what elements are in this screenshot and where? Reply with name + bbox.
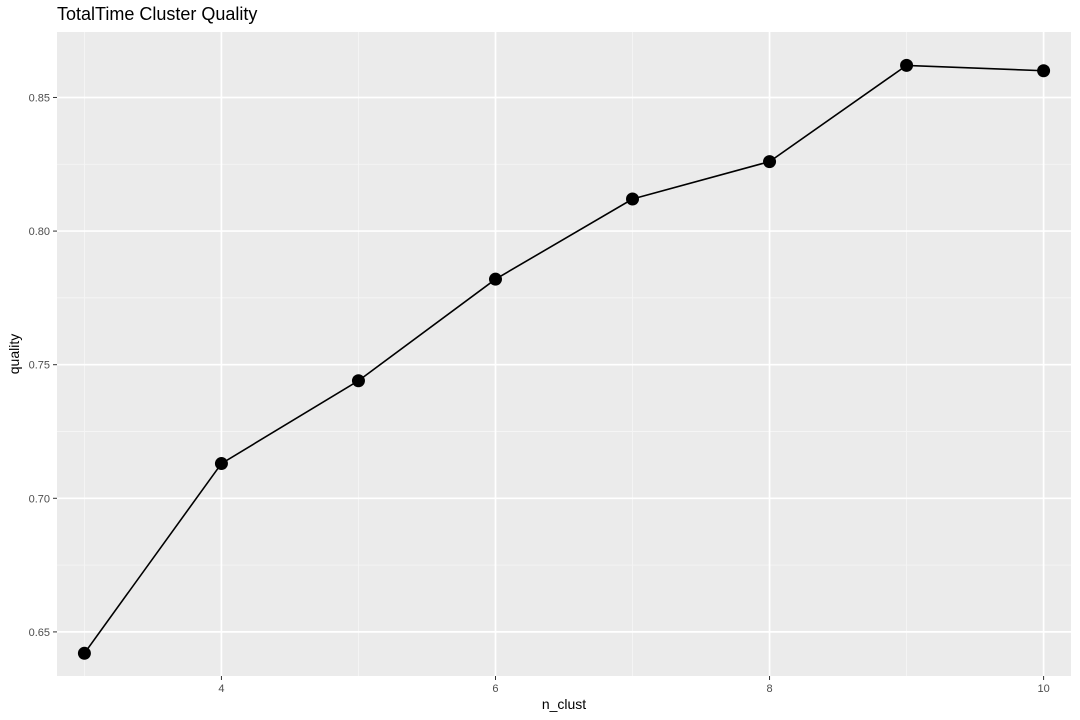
y-axis: 0.65 0.70 0.75 0.80 0.85 — [29, 92, 57, 639]
y-tick-label: 0.80 — [29, 226, 50, 238]
y-tick-label: 0.75 — [29, 360, 50, 372]
y-tick-label: 0.85 — [29, 92, 50, 104]
y-tick-label: 0.65 — [29, 627, 50, 639]
data-point — [900, 58, 914, 72]
major-grid — [57, 32, 1071, 676]
data-point — [626, 192, 640, 206]
y-axis-title: quality — [6, 334, 22, 374]
data-point — [77, 646, 91, 660]
series-line — [83, 64, 1044, 654]
data-point — [488, 272, 502, 286]
data-points — [77, 58, 1051, 660]
plot-panel — [57, 32, 1071, 676]
data-point — [763, 155, 777, 169]
x-tick-label: 10 — [1037, 683, 1049, 695]
x-tick-label: 6 — [492, 683, 498, 695]
data-point — [1037, 64, 1051, 78]
x-tick-label: 4 — [218, 683, 224, 695]
chart-title: TotalTime Cluster Quality — [57, 4, 258, 24]
y-tick-label: 0.70 — [29, 493, 50, 505]
data-point — [351, 374, 365, 388]
minor-grid — [57, 32, 1071, 676]
x-axis-title: n_clust — [542, 696, 586, 712]
x-axis: 4 6 8 10 — [218, 676, 1050, 695]
data-point — [214, 457, 228, 471]
x-tick-label: 8 — [766, 683, 772, 695]
